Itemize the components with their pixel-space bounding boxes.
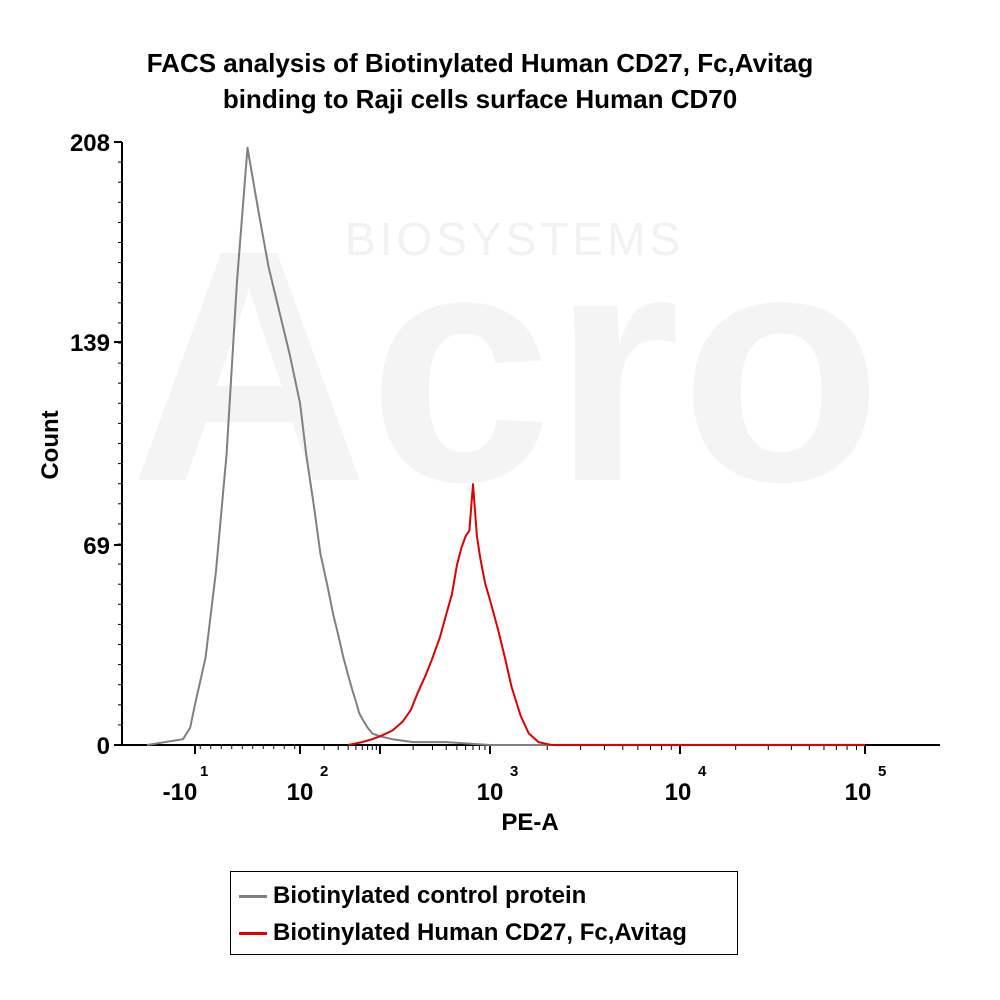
legend-swatch-cd27 xyxy=(239,931,267,935)
control-protein-histogram xyxy=(146,146,865,746)
x-tick-label: 10 xyxy=(845,779,872,806)
y-tick-label: 139 xyxy=(70,330,110,357)
legend-item-cd27: Biotinylated Human CD27, Fc,Avitag xyxy=(239,916,687,950)
series-layer xyxy=(146,146,865,746)
y-tick-label: 69 xyxy=(83,533,110,560)
x-tick-exponent: 3 xyxy=(510,763,518,780)
chart-title-line2: binding to Raji cells surface Human CD70 xyxy=(222,84,738,114)
x-tick-exponent: 1 xyxy=(200,763,208,780)
x-axis-label: PE-A xyxy=(501,809,558,836)
axes: 0 69 139 208 -101 10 2 10 3 10 4 10 5 xyxy=(70,130,940,806)
legend: Biotinylated control protein Biotinylate… xyxy=(230,871,738,955)
legend-label-control: Biotinylated control protein xyxy=(273,882,587,909)
x-tick-label: 10 xyxy=(287,779,314,806)
watermark-brand-text: BIOSYSTEMS xyxy=(345,213,684,265)
x-tick-exponent: 2 xyxy=(320,763,328,780)
x-tick-label: 10 xyxy=(665,779,692,806)
y-tick-label: 0 xyxy=(97,733,110,760)
watermark-logo: Acro xyxy=(130,181,882,550)
y-axis-label: Count xyxy=(37,410,64,479)
cd27-histogram xyxy=(347,483,865,746)
legend-swatch-control xyxy=(239,894,267,898)
x-tick-exponent: 5 xyxy=(878,763,886,780)
x-tick-label: -10 xyxy=(163,779,198,806)
watermark: BIOSYSTEMS Acro xyxy=(130,181,882,550)
legend-item-control: Biotinylated control protein xyxy=(239,879,586,913)
y-tick-label: 208 xyxy=(70,130,110,157)
legend-label-cd27: Biotinylated Human CD27, Fc,Avitag xyxy=(273,919,687,946)
chart-title-line1: FACS analysis of Biotinylated Human CD27… xyxy=(146,48,814,78)
x-tick-label: 10 xyxy=(477,779,504,806)
x-tick-exponent: 4 xyxy=(698,763,707,780)
